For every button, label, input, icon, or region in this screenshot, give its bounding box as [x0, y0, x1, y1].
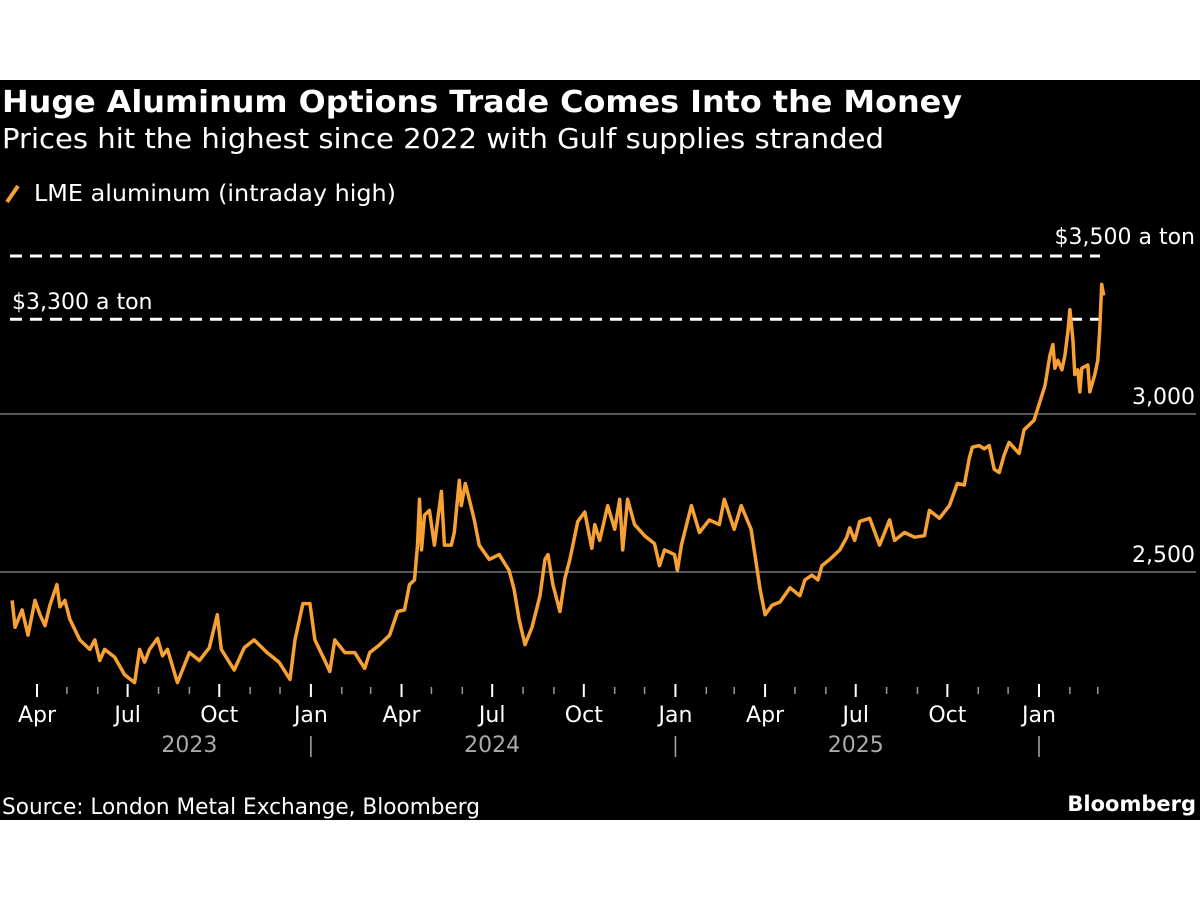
reference-label: $3,300 a ton	[12, 290, 152, 315]
x-tick-label: Jan	[292, 703, 328, 728]
legend-swatch-icon	[5, 184, 20, 204]
year-label: 2024	[464, 733, 520, 758]
x-tick-label: Jan	[1020, 703, 1056, 728]
series-line-lme-aluminum	[10, 282, 1106, 685]
reference-label: $3,500 a ton	[1055, 225, 1195, 250]
chart-title: Huge Aluminum Options Trade Comes Into t…	[2, 85, 962, 120]
bloomberg-logo: Bloomberg	[1067, 792, 1196, 816]
x-tick-label: Jul	[477, 703, 506, 728]
chart-subtitle: Prices hit the highest since 2022 with G…	[2, 122, 884, 155]
x-tick-label: Oct	[200, 703, 238, 728]
x-tick-label: Jul	[840, 703, 869, 728]
year-label: 2025	[828, 733, 884, 758]
y-tick-label: 2,500	[1132, 543, 1195, 568]
y-tick-label: 3,000	[1132, 385, 1195, 410]
x-tick-label: Apr	[18, 703, 57, 728]
source-note: Source: London Metal Exchange, Bloomberg	[2, 795, 480, 820]
x-tick-label: Apr	[746, 703, 785, 728]
reference-lines: $3,500 a ton $3,300 a ton	[10, 225, 1195, 321]
legend-label: LME aluminum (intraday high)	[34, 181, 396, 207]
x-axis: Apr Jul Oct Jan Apr Jul Oct Jan Apr Jul Oct Jan 2023…	[18, 684, 1099, 758]
year-label: 2023	[161, 733, 217, 758]
x-tick-label: Jan	[656, 703, 692, 728]
x-tick-label: Oct	[565, 703, 603, 728]
x-tick-label: Apr	[383, 703, 422, 728]
x-tick-label: Oct	[928, 703, 966, 728]
chart-background	[0, 80, 1200, 820]
x-tick-label: Jul	[112, 703, 141, 728]
gridlines: 2,500 3,000	[0, 385, 1196, 573]
